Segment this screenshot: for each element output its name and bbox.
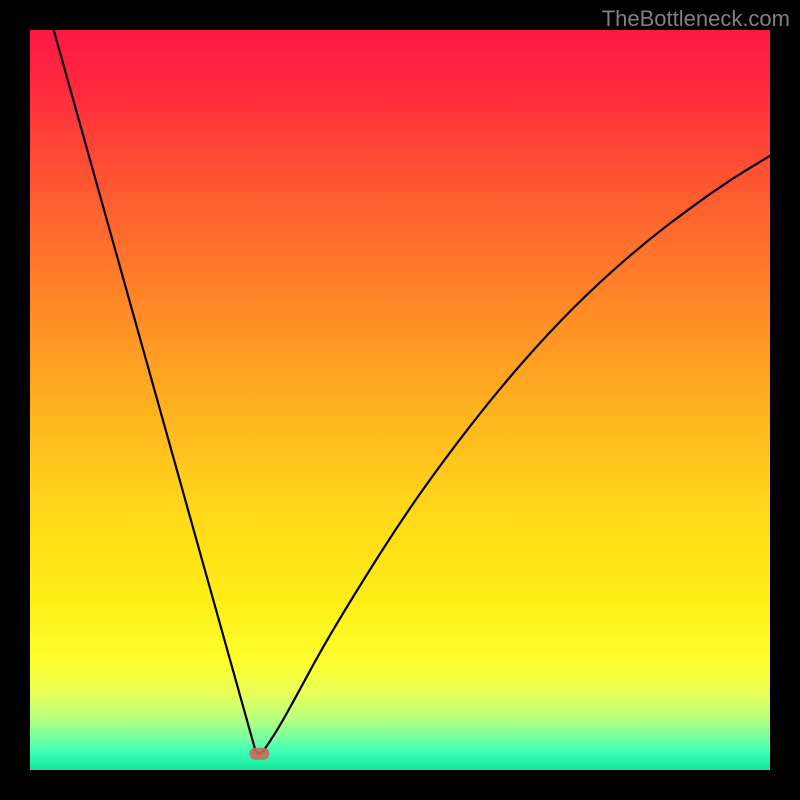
minimum-marker — [249, 748, 269, 760]
plot-background — [30, 30, 770, 770]
bottleneck-chart — [30, 30, 770, 770]
chart-svg — [30, 30, 770, 770]
watermark-text: TheBottleneck.com — [602, 6, 790, 32]
